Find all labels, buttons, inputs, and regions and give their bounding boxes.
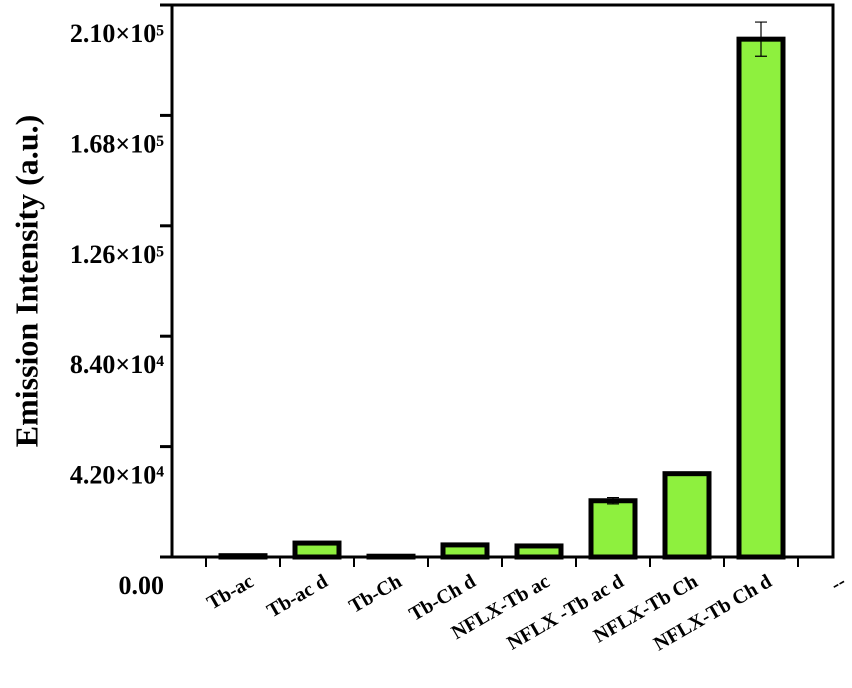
y-axis-title: Emission Intensity (a.u.)	[8, 115, 44, 448]
error-bar	[533, 544, 545, 548]
error-bar	[607, 496, 619, 505]
y-tick-label: 1.26×10⁵	[70, 240, 164, 269]
x-tick-label: Tb-ac	[203, 570, 257, 614]
error-bar	[459, 543, 471, 547]
bar	[514, 543, 564, 560]
bar	[662, 471, 712, 560]
x-tick-label: Tb-ac d	[263, 570, 331, 622]
bar	[588, 498, 638, 560]
error-bar	[681, 471, 693, 476]
y-tick-label: 0.00	[119, 571, 165, 600]
y-tick-label: 1.68×10⁵	[70, 129, 164, 158]
error-bar	[311, 541, 323, 545]
y-tick-label: 8.40×10⁴	[70, 350, 164, 379]
plot-frame	[170, 3, 835, 559]
bar	[292, 540, 342, 560]
x-tick-label: Tb-Ch	[345, 570, 405, 617]
bar	[736, 36, 786, 560]
error-bar	[755, 21, 767, 57]
y-tick-label: 2.10×10⁵	[70, 19, 164, 48]
bar	[440, 542, 490, 560]
x-tick-label: --	[827, 570, 850, 596]
y-tick-label: 4.20×10⁴	[70, 461, 164, 490]
